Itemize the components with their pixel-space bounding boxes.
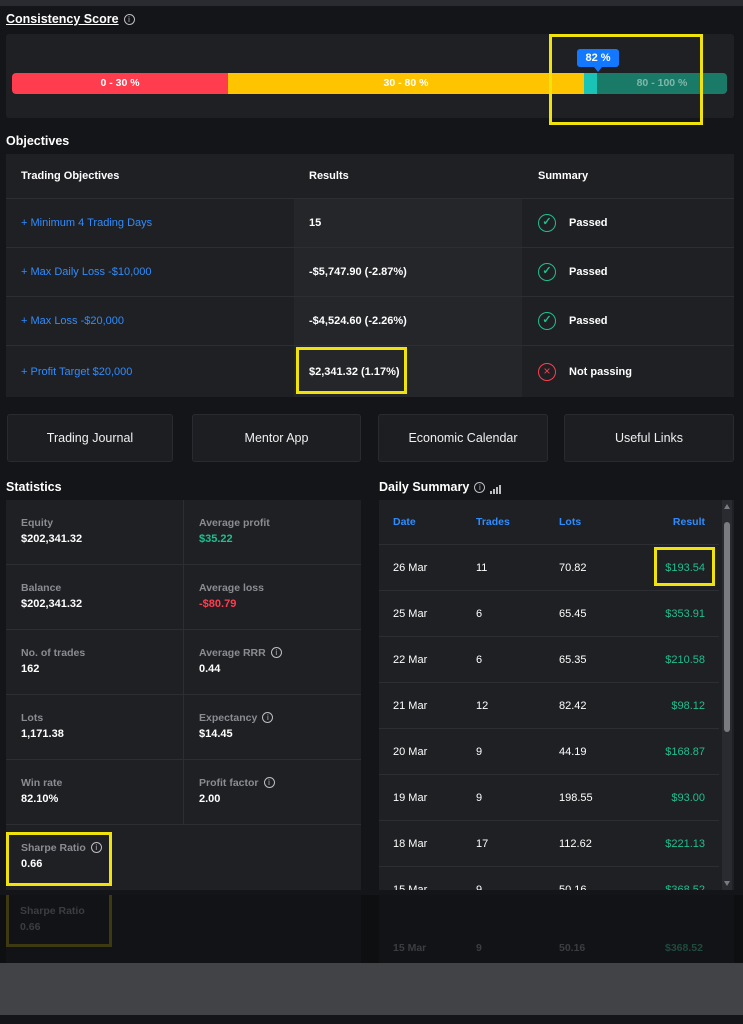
stat-sharpe-ratio: Sharpe Ratio i 0.66 xyxy=(6,825,184,890)
scroll-thumb[interactable] xyxy=(724,522,730,732)
header-date[interactable]: Date xyxy=(393,516,416,528)
objective-link[interactable]: + Minimum 4 Trading Days xyxy=(21,217,153,229)
highlight-box-result xyxy=(654,547,715,586)
info-icon[interactable]: i xyxy=(123,14,135,25)
objective-row: + Profit Target $20,000 $2,341.32 (1.17%… xyxy=(6,345,734,397)
header-summary: Summary xyxy=(538,170,589,182)
consistency-score-label: Consistency Score xyxy=(6,12,119,26)
table-row: 25 Mar 6 65.45 $353.91 xyxy=(379,591,719,637)
header-trading-objectives: Trading Objectives xyxy=(21,170,120,182)
objective-result: -$5,747.90 (-2.87%) xyxy=(309,266,407,278)
reflection-result: $368.52 xyxy=(665,942,703,954)
stat-profit-factor: Profit factor i 2.00 xyxy=(183,760,361,825)
daily-summary-label: Daily Summary xyxy=(379,480,470,494)
segment-high: 80 - 100 % xyxy=(597,73,727,94)
info-icon[interactable]: i xyxy=(90,842,102,853)
objective-row: + Minimum 4 Trading Days 15 ✓ Passed xyxy=(6,198,734,247)
header-trades[interactable]: Trades xyxy=(476,516,510,528)
reflection-highlight-box xyxy=(6,895,112,947)
reflection-sharpe-value: 0.66 xyxy=(20,921,41,933)
objective-summary: Passed xyxy=(569,266,608,278)
trading-journal-button[interactable]: Trading Journal xyxy=(7,414,173,462)
scroll-up-arrow-icon[interactable] xyxy=(724,504,730,509)
vertical-scrollbar[interactable] xyxy=(722,500,732,890)
stat-equity: Equity $202,341.32 xyxy=(6,500,184,565)
info-icon[interactable]: i xyxy=(262,712,274,723)
table-row: 21 Mar 12 82.42 $98.12 xyxy=(379,683,719,729)
stat-average-loss: Average loss -$80.79 xyxy=(183,565,361,630)
consistency-score-title: Consistency Score i xyxy=(6,12,135,26)
info-icon[interactable]: i xyxy=(270,647,282,658)
objective-result: $2,341.32 (1.17%) xyxy=(309,365,400,378)
objective-summary: Passed xyxy=(569,217,608,229)
header-result[interactable]: Result xyxy=(672,516,705,528)
table-row: 26 Mar 11 70.82 $193.54 xyxy=(379,545,719,591)
check-circle-icon: ✓ xyxy=(538,214,556,232)
check-circle-icon: ✓ xyxy=(538,263,556,281)
stat-balance: Balance $202,341.32 xyxy=(6,565,184,630)
reflection-trades: 9 xyxy=(476,942,482,954)
top-bar xyxy=(0,0,743,6)
daily-header-row: Date Trades Lots Result xyxy=(379,500,719,545)
objective-row: + Max Loss -$20,000 -$4,524.60 (-2.26%) … xyxy=(6,296,734,345)
statistics-title: Statistics xyxy=(6,480,62,494)
score-badge: 82 % xyxy=(577,49,619,72)
footer-bar xyxy=(0,963,743,1015)
statistics-panel: Equity $202,341.32 Average profit $35.22… xyxy=(6,500,361,890)
table-row: 18 Mar 17 112.62 $221.13 xyxy=(379,821,719,867)
objective-link[interactable]: + Max Daily Loss -$10,000 xyxy=(21,266,152,278)
objective-link[interactable]: + Profit Target $20,000 xyxy=(21,365,133,378)
reflection-date: 15 Mar xyxy=(393,942,427,954)
highlight-box-profit xyxy=(296,347,407,394)
daily-summary-title: Daily Summary i xyxy=(379,480,502,494)
daily-summary-table: Date Trades Lots Result 26 Mar 11 70.82 … xyxy=(379,500,734,890)
useful-links-button[interactable]: Useful Links xyxy=(564,414,734,462)
table-row: 15 Mar 9 50.16 $368.52 xyxy=(379,867,719,891)
economic-calendar-button[interactable]: Economic Calendar xyxy=(378,414,548,462)
objective-summary: Passed xyxy=(569,315,608,327)
highlight-box-sharpe xyxy=(6,832,112,886)
segment-mid: 30 - 80 % xyxy=(228,73,584,94)
reflection-stat-panel xyxy=(6,895,361,963)
stat-number-of-trades: No. of trades 162 xyxy=(6,630,184,695)
info-icon[interactable]: i xyxy=(263,777,275,788)
mentor-app-button[interactable]: Mentor App xyxy=(192,414,361,462)
info-icon[interactable]: i xyxy=(474,482,486,493)
objective-summary: Not passing xyxy=(569,365,632,378)
scroll-down-arrow-icon[interactable] xyxy=(724,881,730,886)
highlight-box-score xyxy=(549,34,703,125)
objectives-title: Objectives xyxy=(6,134,70,148)
objective-result: 15 xyxy=(309,217,322,229)
score-marker xyxy=(584,73,597,94)
stat-expectancy: Expectancy i $14.45 xyxy=(183,695,361,760)
stat-win-rate: Win rate 82.10% xyxy=(6,760,184,825)
x-circle-icon: × xyxy=(538,362,556,381)
table-row: 19 Mar 9 198.55 $93.00 xyxy=(379,775,719,821)
stat-average-profit: Average profit $35.22 xyxy=(183,500,361,565)
reflection-sharpe-label: Sharpe Ratio xyxy=(20,905,85,917)
check-circle-icon: ✓ xyxy=(538,312,556,330)
faded-reflection: Sharpe Ratio 0.66 15 Mar 9 50.16 $368.52 xyxy=(0,895,743,963)
objective-result: -$4,524.60 (-2.26%) xyxy=(309,315,407,327)
stat-average-rrr: Average RRR i 0.44 xyxy=(183,630,361,695)
header-results: Results xyxy=(309,170,349,182)
stat-lots: Lots 1,171.38 xyxy=(6,695,184,760)
table-row: 20 Mar 9 44.19 $168.87 xyxy=(379,729,719,775)
header-lots[interactable]: Lots xyxy=(559,516,582,528)
objective-row: + Max Daily Loss -$10,000 -$5,747.90 (-2… xyxy=(6,247,734,296)
signal-bars-icon[interactable] xyxy=(490,480,502,494)
reflection-lots: 50.16 xyxy=(559,942,586,954)
objectives-header-row: Trading Objectives Results Summary xyxy=(6,154,734,198)
segment-low: 0 - 30 % xyxy=(12,73,228,94)
objectives-table: Trading Objectives Results Summary + Min… xyxy=(6,154,734,397)
table-row: 22 Mar 6 65.35 $210.58 xyxy=(379,637,719,683)
objective-link[interactable]: + Max Loss -$20,000 xyxy=(21,315,125,327)
reflection-daily-panel xyxy=(379,895,734,963)
